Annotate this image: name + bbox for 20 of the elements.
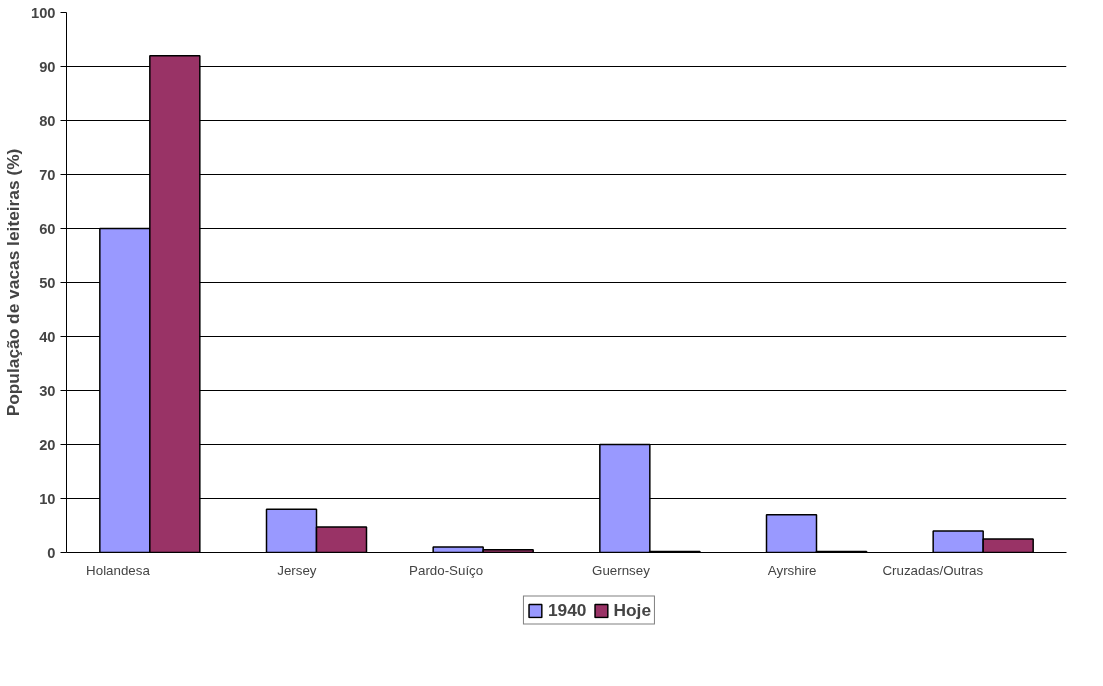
x-tick-label: Ayrshire xyxy=(767,563,817,578)
y-tick-label: 90 xyxy=(39,58,56,75)
x-tick-label: Holandesa xyxy=(86,563,151,578)
y-tick-label: 60 xyxy=(39,220,56,237)
y-tick-label: 30 xyxy=(39,382,56,399)
y-tick-label: 40 xyxy=(39,328,56,345)
y-tick-label: 50 xyxy=(39,274,56,291)
legend-label: 1940 xyxy=(547,599,587,621)
x-tick-label: Cruzadas/Outras xyxy=(882,563,984,578)
x-tick-label: Jersey xyxy=(277,563,317,578)
y-tick-label: 70 xyxy=(39,166,56,183)
x-tick-label: Pardo-Suíço xyxy=(409,563,484,578)
y-axis-title: População de vacas leiteiras (%) xyxy=(3,148,24,417)
y-tick-label: 100 xyxy=(31,4,56,21)
y-tick-label: 0 xyxy=(47,544,56,561)
y-tick-label: 80 xyxy=(39,112,56,129)
legend-label: Hoje xyxy=(613,599,652,621)
y-tick-label: 10 xyxy=(39,490,56,507)
y-tick-label: 20 xyxy=(39,436,56,453)
x-tick-label: Guernsey xyxy=(592,563,651,578)
